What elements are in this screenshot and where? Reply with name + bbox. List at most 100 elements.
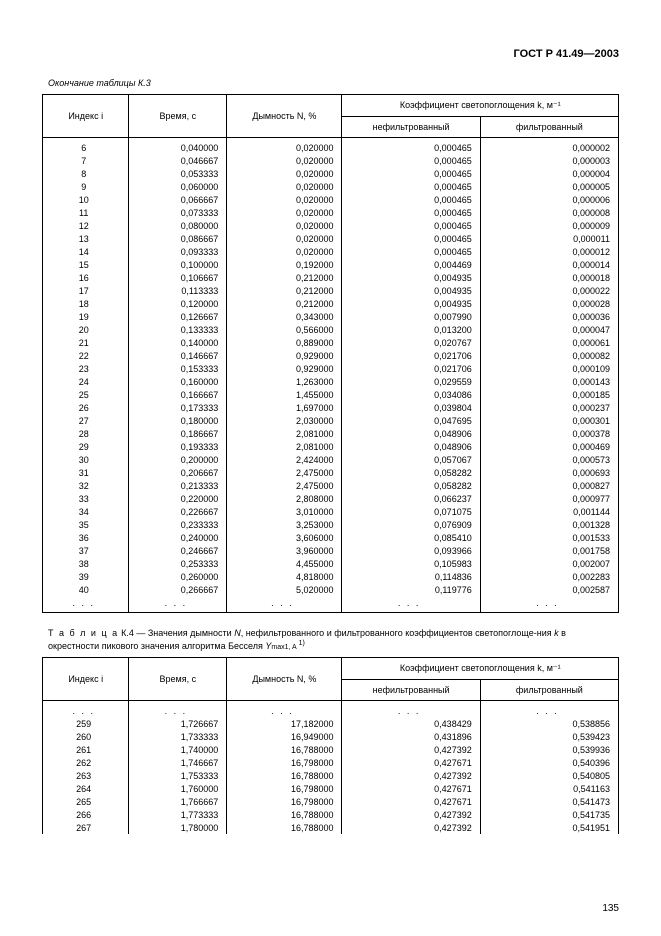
table-row: 160,1066670,2120000,0049350,000018 [43, 272, 619, 285]
table-cell: 262 [43, 756, 129, 769]
table-cell: 0,071075 [342, 506, 480, 519]
th-unfiltered: нефильтрованный [342, 117, 480, 138]
table-cell: 0,000011 [480, 233, 618, 246]
th-filtered: фильтрованный [480, 117, 618, 138]
table-cell: 0,000378 [480, 428, 618, 441]
table-cell: 1,766667 [129, 795, 227, 808]
table-cell: 0,133333 [129, 324, 227, 337]
table-cell: 0,000004 [480, 168, 618, 181]
table-row: 300,2000002,4240000,0570670,000573 [43, 454, 619, 467]
table-cell: 0,541473 [480, 795, 618, 808]
table-cell: 0,200000 [129, 454, 227, 467]
table-row: 220,1466670,9290000,0217060,000082 [43, 350, 619, 363]
table-cell: 16,949000 [227, 730, 342, 743]
table-cell: 0,220000 [129, 493, 227, 506]
table-row: 2611,74000016,7880000,4273920,539936 [43, 743, 619, 756]
table-cell: 0,427671 [342, 756, 480, 769]
table-cell: 16,798000 [227, 782, 342, 795]
table-row: 2641,76000016,7980000,4276710,541163 [43, 782, 619, 795]
table-cell: 0,431896 [342, 730, 480, 743]
table-cell: 0,226667 [129, 506, 227, 519]
table-cell: 16,798000 [227, 756, 342, 769]
table-cell: 23 [43, 363, 129, 376]
table-cell: 16 [43, 272, 129, 285]
table-row: 330,2200002,8080000,0662370,000977 [43, 493, 619, 506]
table-cell: 0,538856 [480, 717, 618, 730]
table-cell: 21 [43, 337, 129, 350]
table-row: 280,1866672,0810000,0489060,000378 [43, 428, 619, 441]
th-filtered-2: фильтрованный [480, 679, 618, 700]
table-cell: 0,000465 [342, 207, 480, 220]
table-cell: 0,039804 [342, 402, 480, 415]
table-cell: 0,085410 [342, 532, 480, 545]
table-cell: 0,000573 [480, 454, 618, 467]
table-cell: . . . [129, 700, 227, 717]
table-row: 130,0866670,0200000,0004650,000011 [43, 233, 619, 246]
table-cell: 17,182000 [227, 717, 342, 730]
table-cell: 0,000036 [480, 311, 618, 324]
table-cell: 38 [43, 558, 129, 571]
table-cell: 0,253333 [129, 558, 227, 571]
doc-code: ГОСТ Р 41.49—2003 [42, 48, 619, 60]
table-cell: 4,455000 [227, 558, 342, 571]
table-cell: 0,053333 [129, 168, 227, 181]
table-cell: 0,020000 [227, 168, 342, 181]
caption-sup: 1) [297, 640, 305, 647]
table-cell: 0,000465 [342, 138, 480, 155]
table-cell: 0,000012 [480, 246, 618, 259]
table-cell: 0,004935 [342, 298, 480, 311]
table-cell: 0,213333 [129, 480, 227, 493]
table-cell: 0,539423 [480, 730, 618, 743]
table-cell: . . . [342, 700, 480, 717]
table-cell: 0,113333 [129, 285, 227, 298]
table-row: 290,1933332,0810000,0489060,000469 [43, 441, 619, 454]
table-cell: 0,020000 [227, 194, 342, 207]
table-cell: 2,424000 [227, 454, 342, 467]
table-cell: 16,788000 [227, 743, 342, 756]
table-cell: 0,000465 [342, 233, 480, 246]
table-k4-caption: Т а б л и ц а К.4 — Значения дымности N,… [48, 627, 613, 653]
table-cell: 1,733333 [129, 730, 227, 743]
page: ГОСТ Р 41.49—2003 Окончание таблицы К.3 … [0, 0, 661, 936]
table-cell: 0,020000 [227, 155, 342, 168]
table-cell: 0,000301 [480, 415, 618, 428]
table-cell: 20 [43, 324, 129, 337]
table-row: 150,1000000,1920000,0044690,000014 [43, 259, 619, 272]
table-cell: 0,004935 [342, 272, 480, 285]
table-cell: 0,000465 [342, 194, 480, 207]
table-cell: 0,180000 [129, 415, 227, 428]
table-cell: 0,541163 [480, 782, 618, 795]
table-row: 2671,78000016,7880000,4273920,541951 [43, 821, 619, 834]
table-cell: 2,475000 [227, 480, 342, 493]
table-cell: 1,780000 [129, 821, 227, 834]
table-cell: 7 [43, 155, 129, 168]
table-cell: 16,788000 [227, 821, 342, 834]
table-cell: 0,021706 [342, 350, 480, 363]
table-cell: 3,606000 [227, 532, 342, 545]
table-cell: 0,058282 [342, 480, 480, 493]
table-cell: 0,002587 [480, 584, 618, 597]
table-row: 100,0666670,0200000,0004650,000006 [43, 194, 619, 207]
table-cell: 1,455000 [227, 389, 342, 402]
table-cell: 0,076909 [342, 519, 480, 532]
table-cell: 0,105983 [342, 558, 480, 571]
table-cell: 40 [43, 584, 129, 597]
table-cell: 0,020000 [227, 138, 342, 155]
table-cell: 0,000082 [480, 350, 618, 363]
table-cell: 0,034086 [342, 389, 480, 402]
caption-mid: , нефильтрованного и фильтрованного коэф… [241, 628, 554, 638]
table-cell: 0,427392 [342, 808, 480, 821]
table-cell: 2,030000 [227, 415, 342, 428]
table-cell: 264 [43, 782, 129, 795]
table-row: 140,0933330,0200000,0004650,000012 [43, 246, 619, 259]
table-cell: 0,160000 [129, 376, 227, 389]
table-cell: 0,066667 [129, 194, 227, 207]
th-index-2: Индекс i [43, 657, 129, 700]
table-cell: 0,427392 [342, 821, 480, 834]
table-cell: . . . [129, 597, 227, 613]
table-cell: 0,000465 [342, 220, 480, 233]
table-cell: 1,760000 [129, 782, 227, 795]
table-row: 310,2066672,4750000,0582820,000693 [43, 467, 619, 480]
table-cell: 0,106667 [129, 272, 227, 285]
table-cell: 1,753333 [129, 769, 227, 782]
